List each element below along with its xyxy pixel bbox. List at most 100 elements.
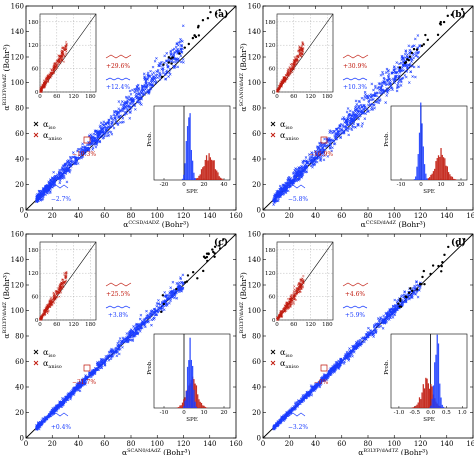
point-iso (319, 145, 323, 148)
point-iso (49, 179, 53, 182)
point-iso (409, 70, 412, 73)
y-tick-label: 20 (252, 181, 261, 189)
inset-x-tick-label: 0 (275, 94, 279, 100)
point-large (169, 57, 172, 60)
point-iso (44, 189, 48, 192)
point-aniso (61, 59, 64, 62)
point-iso (165, 59, 168, 63)
point-iso (405, 64, 408, 67)
point-iso (141, 84, 144, 88)
point-iso (101, 358, 105, 362)
point-iso (283, 189, 286, 192)
point-iso (313, 162, 317, 165)
point-iso (170, 53, 173, 56)
point-iso (181, 273, 185, 277)
y-axis-title: αB3LYP/dAdZ (Bohr³) (2, 44, 11, 111)
point-iso (338, 124, 342, 127)
point-iso (300, 165, 304, 169)
point-iso (345, 123, 349, 126)
point-iso (385, 67, 389, 71)
point-iso (43, 418, 47, 422)
point-iso (126, 104, 129, 108)
point-iso (125, 101, 129, 105)
point-iso (362, 111, 366, 115)
point-iso (397, 75, 401, 79)
point-large (422, 43, 426, 46)
point-iso (130, 97, 134, 100)
point-aniso (58, 54, 61, 57)
point-aniso (49, 72, 52, 75)
point-large (167, 56, 171, 59)
x-tick-label: 100 (388, 440, 401, 448)
point-iso (174, 60, 178, 64)
point-iso (69, 397, 72, 401)
point-iso (124, 105, 127, 108)
point-iso (135, 92, 138, 95)
point-iso (346, 107, 350, 110)
point-iso (127, 337, 130, 340)
point-iso (122, 106, 126, 110)
point-iso (414, 54, 418, 57)
point-iso (58, 168, 61, 172)
point-iso (140, 322, 143, 326)
point-iso (411, 75, 414, 78)
point-iso (378, 88, 381, 91)
annotation-aniso-min: −10.3% (72, 151, 96, 158)
point-iso (153, 309, 157, 313)
hist-x-tick-label: -20 (160, 182, 169, 188)
point-aniso (301, 42, 304, 46)
inset-y-tick-label: 0 (35, 90, 39, 96)
point-iso (316, 156, 319, 160)
hist-bar-aniso (432, 171, 435, 180)
point-iso (369, 93, 373, 96)
point-iso (416, 34, 420, 37)
point-iso (384, 101, 387, 104)
point-iso (144, 325, 147, 329)
point-large (170, 62, 173, 65)
point-iso (328, 142, 332, 146)
point-iso (78, 389, 82, 393)
point-iso (382, 80, 385, 83)
point-iso (110, 353, 114, 357)
point-iso (107, 118, 111, 122)
point-aniso (294, 59, 297, 62)
point-iso (394, 74, 398, 78)
point-iso (96, 139, 100, 142)
point-iso (412, 56, 415, 60)
point-iso (284, 190, 288, 193)
point-iso (64, 400, 68, 404)
point-iso (80, 151, 83, 155)
point-iso (107, 118, 111, 122)
y-tick-label: 120 (248, 54, 261, 62)
point-iso (389, 79, 392, 82)
y-tick-label: 140 (248, 256, 261, 264)
point-aniso (301, 49, 304, 52)
point-iso (135, 325, 139, 329)
point-iso (49, 411, 53, 414)
point-iso (346, 120, 349, 124)
point-iso (272, 199, 276, 202)
point-iso (341, 124, 345, 127)
point-iso (174, 290, 178, 293)
point-iso (386, 70, 390, 73)
point-iso (110, 122, 114, 126)
point-iso (170, 294, 173, 298)
hist-bar-aniso (200, 169, 203, 180)
y-tick-label: 20 (252, 409, 261, 417)
annotation-aniso-min: −31.7% (72, 379, 96, 386)
hist-bar-aniso (181, 402, 184, 408)
point-aniso (301, 47, 304, 51)
point-iso (381, 73, 385, 76)
point-iso (286, 185, 289, 188)
point-iso (334, 127, 338, 131)
point-iso (92, 139, 95, 143)
point-aniso (45, 82, 48, 85)
point-aniso (278, 87, 281, 90)
hist-bar-aniso (434, 168, 436, 180)
point-iso (104, 129, 108, 133)
hist-bar-iso (193, 389, 195, 408)
point-iso (401, 56, 405, 60)
point-iso (86, 146, 90, 150)
hist-x-tick-label: 0 (182, 410, 186, 416)
x-tick-label: 0 (261, 212, 265, 220)
